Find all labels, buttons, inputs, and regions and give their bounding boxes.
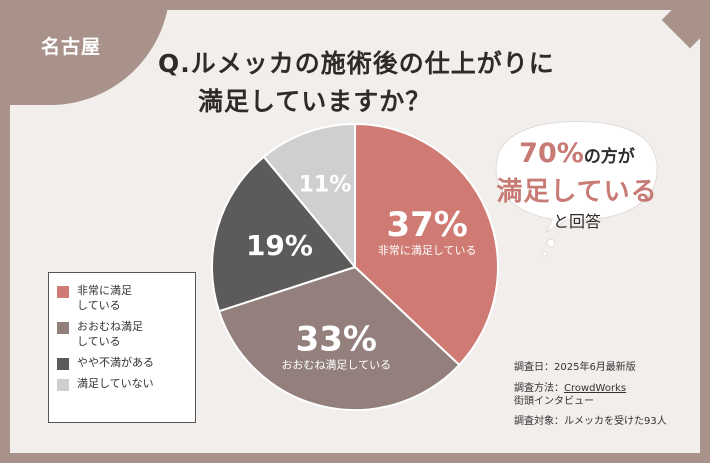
legend-item: おおむね満足 している (57, 319, 187, 349)
infographic-card: 名古屋 Q.ルメッカの施術後の仕上がりに 満足していますか？ 37% 非常に満足し… (10, 10, 700, 453)
chart-legend: 非常に満足 している おおむね満足 している やや不満がある 満足していない (48, 272, 196, 423)
pie-slice (217, 265, 461, 411)
bubble-line-2: 満足している (496, 177, 658, 207)
pie-chart: 37%非常に満足している 33%おおむね満足している 19% 11% (211, 122, 499, 411)
pie-value-label: 33% (296, 320, 377, 360)
survey-date: 調査日：2025年6月最新版 (514, 362, 636, 373)
crowdworks-link[interactable]: CrowdWorks (564, 383, 627, 394)
survey-method-line-2: 街頭インタビュー (514, 396, 594, 407)
legend-swatch (57, 322, 69, 334)
speech-bubble (495, 121, 658, 257)
legend-label: やや不満がある (77, 356, 154, 369)
title-line-2: 満足していますか？ (198, 87, 432, 116)
survey-target: 調査対象：ルメッカを受けた93人 (514, 416, 667, 427)
pie-slice (262, 122, 356, 270)
legend-swatch (57, 286, 69, 298)
pie-value-label: 11% (299, 172, 352, 197)
pie-value-label: 19% (246, 229, 313, 262)
legend-label: 満足していない (77, 377, 154, 390)
legend-swatch (57, 358, 69, 370)
title-line-1: Q.ルメッカの施術後の仕上がりに (158, 49, 555, 78)
legend-label: おおむね満足 している (77, 320, 143, 348)
bubble-line-1: 70%の方が (519, 138, 635, 169)
survey-method: 調査方法：CrowdWorks (514, 383, 627, 394)
legend-swatch (57, 379, 69, 391)
region-tag: 名古屋 (30, 28, 112, 62)
pie-category-label: おおむね満足している (281, 359, 391, 372)
pie-category-label: 非常に満足している (378, 244, 477, 257)
question-title: Q.ルメッカの施術後の仕上がりに 満足していますか？ (158, 45, 555, 121)
pie-slice (354, 122, 499, 367)
legend-item: やや不満がある (57, 355, 187, 370)
pie-slice (211, 155, 357, 313)
legend-label: 非常に満足 している (77, 284, 132, 312)
pie-value-label: 37% (386, 205, 467, 245)
legend-item: 満足していない (57, 376, 187, 391)
bubble-text: 70%の方が 満足している と回答 (465, 137, 689, 234)
legend-item: 非常に満足 している (57, 283, 187, 313)
bubble-line-3: と回答 (552, 212, 601, 231)
